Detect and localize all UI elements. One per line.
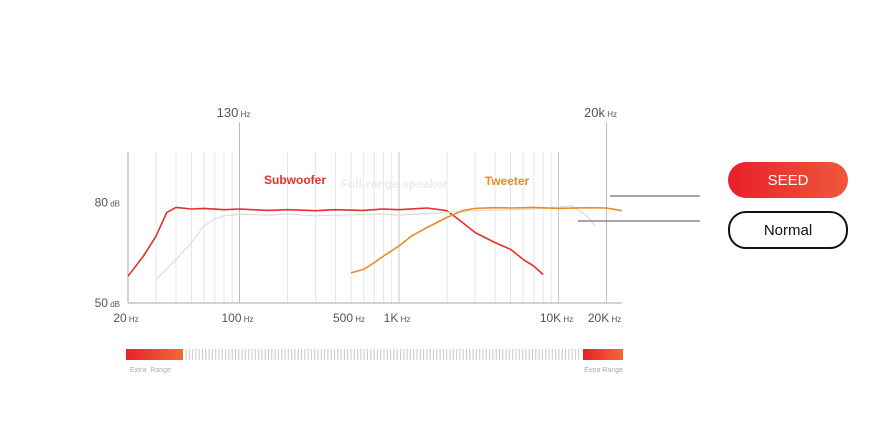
x-tick-label: 100 Hz <box>221 311 253 325</box>
normal-button[interactable]: Normal <box>728 211 848 249</box>
x-tick-label: 1K Hz <box>384 311 411 325</box>
extra-range-right-label: Extra Range <box>584 367 623 374</box>
top-marker-label: 20k Hz <box>584 105 617 120</box>
seed-button[interactable]: SEED <box>728 162 848 198</box>
extra-range-left-bar <box>126 349 183 360</box>
top-marker-label: 130 Hz <box>217 105 251 120</box>
series-line <box>350 206 623 274</box>
series-line <box>127 206 544 277</box>
extra-range-left-label: Extra Range <box>130 367 171 374</box>
y-tick-label: 80 dB <box>95 195 120 209</box>
series-label: Full-range speaker <box>341 177 448 191</box>
x-tick-label: 20K Hz <box>588 311 621 325</box>
extra-range-right-bar <box>583 349 623 360</box>
y-tick-label: 50 dB <box>95 296 120 310</box>
series-label: Subwoofer <box>264 173 326 187</box>
x-tick-label: 10K Hz <box>540 311 573 325</box>
series-line <box>155 205 596 280</box>
x-tick-label: 20 Hz <box>113 311 138 325</box>
series-label: Tweeter <box>485 174 530 188</box>
x-tick-label: 500 Hz <box>333 311 365 325</box>
